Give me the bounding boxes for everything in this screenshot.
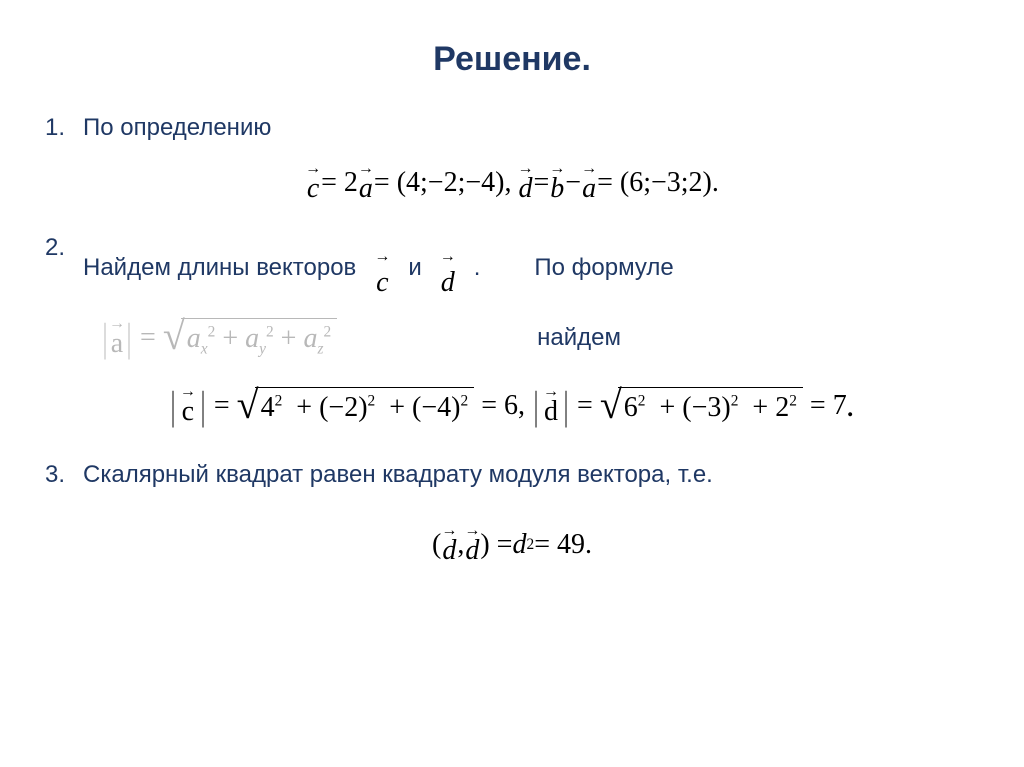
- period: .: [847, 387, 856, 425]
- formula-row: |→a| = √ ax2 + ay2 + az2 найдем: [101, 316, 979, 360]
- item-number: 2.: [45, 229, 83, 267]
- vec-d: d: [465, 535, 479, 567]
- item-number: 1.: [45, 109, 83, 147]
- item-text: Найдем длины векторов →c и →d . По форму…: [83, 229, 674, 306]
- vec-a: a: [111, 328, 123, 360]
- sub-z: z: [317, 340, 323, 357]
- vec-d: d: [544, 396, 558, 428]
- val: (−3): [682, 392, 730, 423]
- item-number: 3.: [45, 456, 83, 494]
- eq-text: =: [534, 167, 550, 199]
- vec-d: d: [442, 535, 456, 567]
- equation-3: ( →d , →d ) = d2 = 49.: [45, 523, 979, 567]
- sup: 2: [731, 393, 739, 410]
- sup: 2: [638, 393, 646, 410]
- sup-2: 2: [323, 324, 331, 341]
- vec-a: a: [359, 173, 373, 205]
- ay: a: [245, 323, 259, 354]
- minus: −: [565, 167, 581, 199]
- list-item-3: 3. Скалярный квадрат равен квадрату моду…: [45, 456, 979, 494]
- sub-x: x: [201, 340, 208, 357]
- found-label: найдем: [537, 319, 621, 357]
- val: (−2): [319, 392, 367, 423]
- eq-text: = 2: [321, 167, 358, 199]
- res-c: 6: [504, 390, 518, 421]
- sup: 2: [789, 393, 797, 410]
- text-after: По формуле: [534, 249, 673, 287]
- sup-2: 2: [266, 324, 274, 341]
- magnitude-formula: |→a| = √ ax2 + ay2 + az2: [101, 316, 337, 360]
- sup: 2: [275, 393, 283, 410]
- list-item-1: 1. По определению: [45, 109, 979, 147]
- val: 2: [775, 392, 789, 423]
- val: 6: [624, 392, 638, 423]
- res-d: 7: [833, 390, 847, 421]
- sup-2: 2: [526, 536, 534, 554]
- open: (: [432, 529, 441, 561]
- sup-2: 2: [208, 324, 216, 341]
- az: a: [303, 323, 317, 354]
- item-text: По определению: [83, 109, 271, 147]
- ax: a: [187, 323, 201, 354]
- dot: .: [474, 249, 481, 287]
- item-text: Скалярный квадрат равен квадрату модуля …: [83, 456, 713, 494]
- coords-1: = (4;−2;−4),: [374, 167, 512, 199]
- and: и: [408, 249, 421, 287]
- d-sq: d: [512, 529, 526, 561]
- close-eq: ) =: [480, 529, 512, 561]
- list-item-2: 2. Найдем длины векторов →c и →d . По фо…: [45, 229, 979, 306]
- page-title: Решение.: [45, 40, 979, 79]
- val: (−4): [412, 392, 460, 423]
- equation-2: |→c| = √ 42 + (−2)2 + (−4)2 = 6, |→d| = …: [45, 384, 979, 428]
- text-before: Найдем длины векторов: [83, 249, 356, 287]
- vec-a: a: [582, 173, 596, 205]
- comma: ,: [457, 529, 464, 561]
- vec-d: d: [519, 173, 533, 205]
- vec-c: c: [307, 173, 319, 205]
- vec-c: c: [182, 396, 194, 428]
- vec-d: d: [441, 261, 455, 306]
- coords-2: = (6;−3;2).: [597, 167, 719, 199]
- sup: 2: [368, 393, 376, 410]
- sup: 2: [460, 393, 468, 410]
- equation-1: →c = 2 →a = (4;−2;−4), →d = →b − →a = (6…: [45, 161, 979, 205]
- sub-y: y: [259, 340, 266, 357]
- vec-c: c: [376, 261, 388, 306]
- val: 4: [261, 392, 275, 423]
- vec-b: b: [550, 173, 564, 205]
- result: = 49.: [534, 529, 592, 561]
